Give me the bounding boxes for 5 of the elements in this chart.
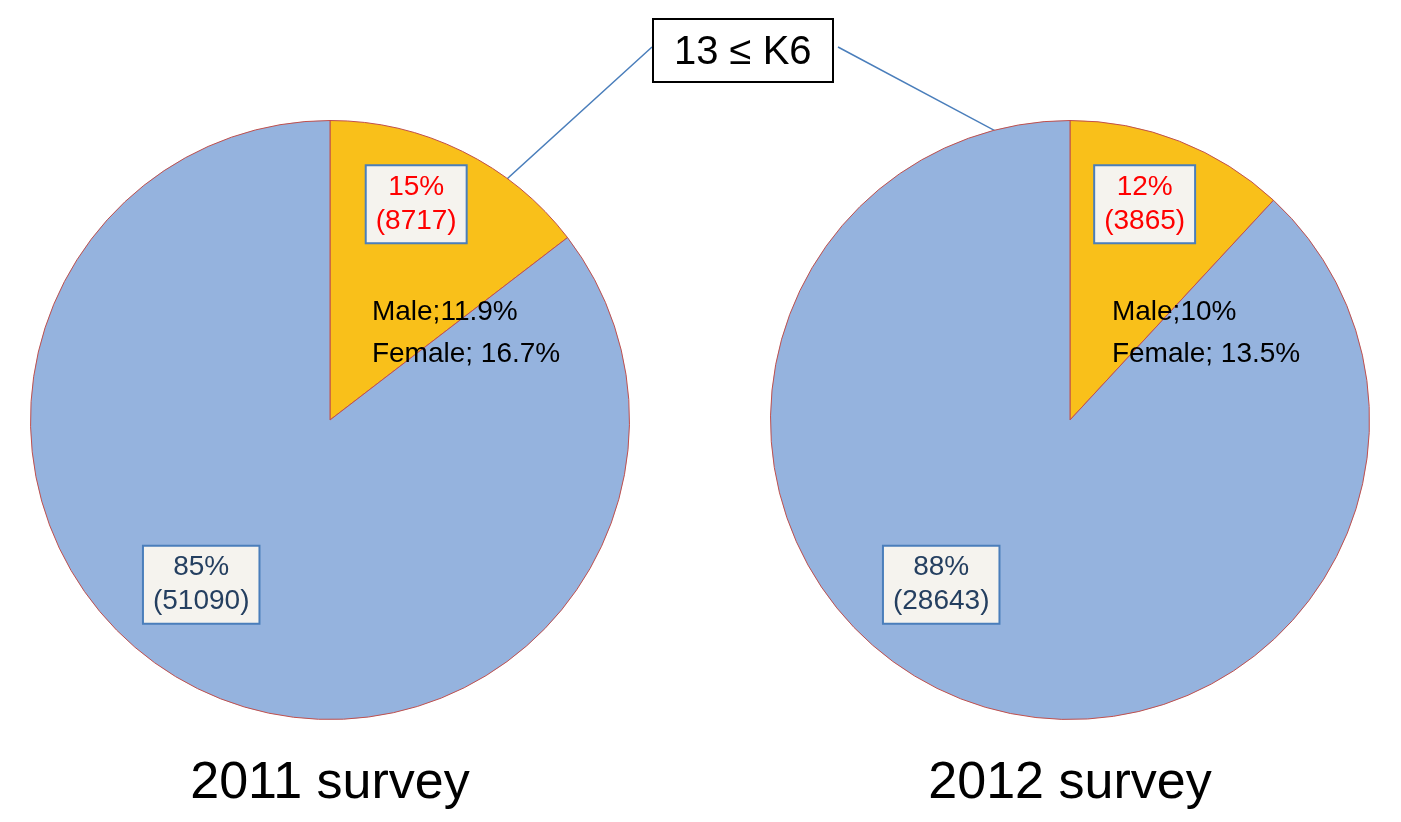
data-label: 15% (8717) bbox=[375, 170, 457, 236]
data-label: 88% (28643) bbox=[892, 550, 990, 616]
data-label: 85% (51090) bbox=[152, 550, 250, 616]
text: 2012 survey bbox=[927, 750, 1213, 810]
text: 2011 survey bbox=[189, 750, 471, 810]
